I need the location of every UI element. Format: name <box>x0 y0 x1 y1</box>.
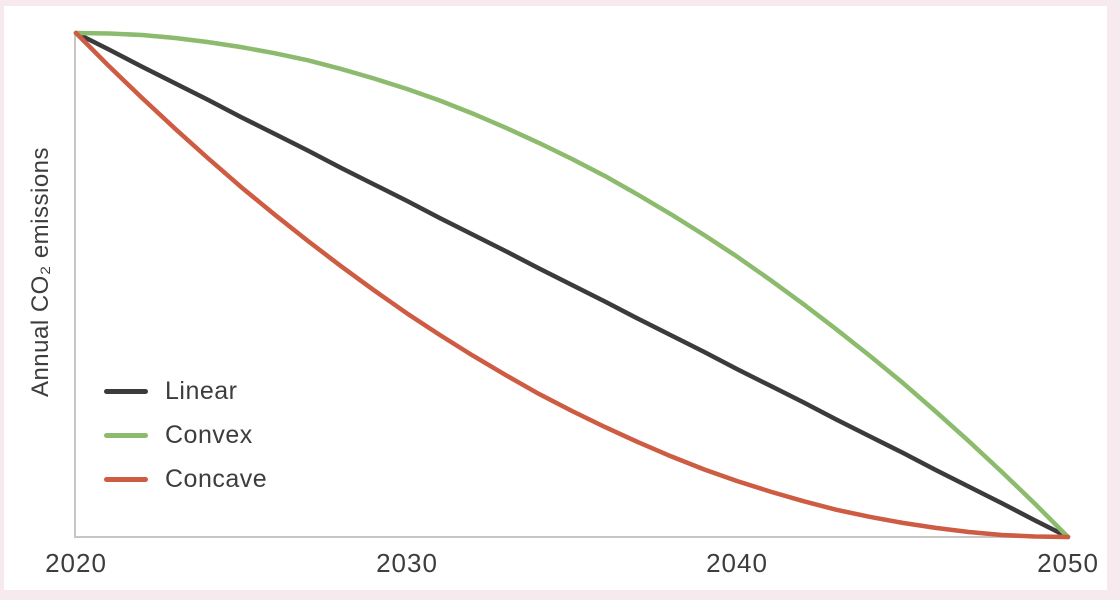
legend-item-linear: Linear <box>104 379 267 404</box>
x-tick-label: 2040 <box>706 548 768 578</box>
chart-panel <box>4 6 1107 590</box>
x-tick-label: 2050 <box>1037 548 1099 578</box>
legend-item-convex: Convex <box>104 423 267 448</box>
legend: Linear Convex Concave <box>104 379 267 492</box>
legend-swatch-concave-icon <box>104 477 148 482</box>
x-tick-label: 2030 <box>376 548 438 578</box>
legend-swatch-linear-icon <box>104 389 148 394</box>
legend-swatch-convex-icon <box>104 433 148 438</box>
legend-label: Linear <box>165 377 238 405</box>
legend-label: Concave <box>165 465 268 493</box>
legend-item-concave: Concave <box>104 467 267 492</box>
x-tick-label: 2020 <box>45 548 107 578</box>
legend-label: Convex <box>165 421 253 449</box>
y-axis-title: Annual CO₂ emissions <box>27 146 54 398</box>
